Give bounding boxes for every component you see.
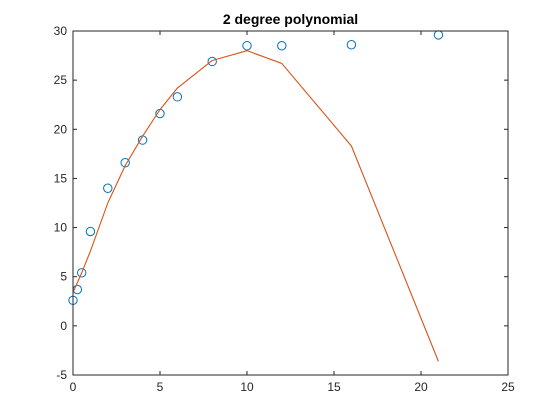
axes-background [73,31,508,375]
y-tick-label: 5 [60,270,67,284]
y-tick-label: 10 [54,221,68,235]
data-point [103,183,113,193]
plot-area [68,30,444,362]
data-point [346,40,357,50]
fit-line [72,50,439,362]
x-tick-label: 15 [327,380,341,394]
x-tick-label: 20 [414,380,428,394]
data-point [77,268,87,278]
data-point [277,41,287,51]
y-tick-label: 0 [60,319,67,333]
data-point [207,56,217,67]
data-point [242,41,252,51]
y-tick-label: 30 [54,24,68,38]
x-tick-label: 25 [501,380,515,394]
y-tick-label: 25 [54,73,68,87]
chart-title: 2 degree polynomial [223,11,358,27]
x-tick-label: 10 [240,380,254,394]
x-tick-label: 0 [70,380,77,394]
y-tick-label: 15 [54,171,68,185]
y-tick-label: -5 [56,368,67,382]
axes-box [72,30,509,376]
data-point [172,92,183,102]
x-tick-label: 5 [157,380,164,394]
data-point [85,226,96,237]
y-tick-label: 20 [54,122,68,136]
